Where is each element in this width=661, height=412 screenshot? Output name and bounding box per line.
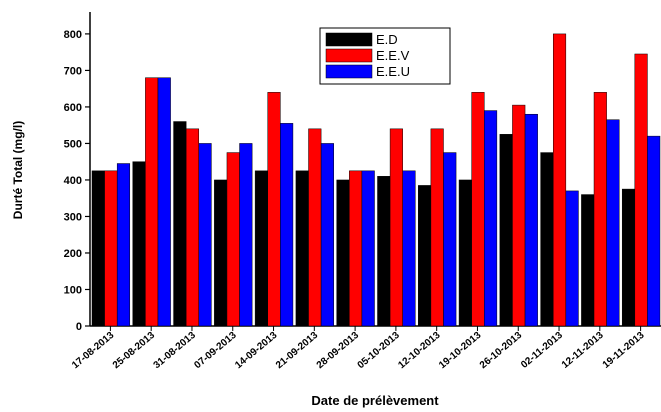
x-tick-label: 26-10-2013 — [478, 330, 525, 372]
y-tick-label: 700 — [64, 65, 82, 77]
x-tick-label: 02-11-2013 — [519, 330, 565, 371]
bar — [157, 77, 171, 327]
legend-label: E.E.U — [376, 64, 410, 79]
y-tick-label: 600 — [64, 102, 82, 114]
x-axis-title: Date de prélèvement — [311, 393, 439, 408]
bar — [540, 152, 554, 327]
x-tick-label: 05-10-2013 — [356, 330, 403, 372]
bar — [430, 128, 444, 327]
bar — [295, 170, 309, 327]
x-tick-label: 21-09-2013 — [274, 330, 321, 372]
bar — [267, 92, 281, 327]
bar — [91, 170, 105, 327]
y-tick-label: 100 — [64, 284, 82, 296]
y-tick-label: 200 — [64, 248, 82, 260]
bar — [173, 121, 187, 327]
bar — [104, 170, 118, 327]
x-tick-label: 28-09-2013 — [315, 330, 362, 372]
bar — [606, 119, 620, 327]
bar — [132, 161, 146, 327]
x-tick-label: 19-11-2013 — [601, 330, 647, 371]
x-tick-label: 12-10-2013 — [396, 330, 443, 372]
bar — [214, 179, 228, 327]
bar — [145, 77, 159, 327]
legend-label: E.E.V — [376, 48, 410, 63]
legend-swatch — [325, 64, 373, 79]
bar — [593, 92, 607, 327]
bar — [512, 104, 526, 327]
bar — [280, 123, 294, 327]
bar — [308, 128, 322, 327]
bar — [239, 143, 253, 327]
x-tick-label: 25-08-2013 — [111, 330, 158, 372]
bar — [524, 113, 538, 327]
bar — [320, 143, 334, 327]
x-tick-label: 31-08-2013 — [152, 330, 199, 372]
bar — [634, 53, 648, 327]
y-tick-label: 0 — [76, 321, 82, 333]
bar — [389, 128, 403, 327]
bar — [565, 190, 579, 327]
y-tick-label: 800 — [64, 29, 82, 41]
bar — [418, 185, 432, 327]
bar — [254, 170, 268, 327]
bar — [443, 152, 457, 327]
bar — [484, 110, 498, 327]
bar — [116, 163, 131, 327]
bar — [361, 170, 375, 327]
legend: E.DE.E.VE.E.U — [319, 27, 451, 85]
x-tick-label: 17-08-2013 — [70, 330, 117, 372]
x-tick-label: 07-09-2013 — [192, 330, 239, 372]
bar — [647, 135, 661, 327]
bar — [377, 176, 391, 327]
x-tick-label: 14-09-2013 — [233, 330, 280, 372]
bar — [198, 143, 212, 327]
bar — [621, 188, 636, 327]
legend-swatch — [325, 48, 373, 63]
bar — [458, 179, 472, 327]
y-tick-label: 400 — [64, 175, 82, 187]
y-axis-title: Durté Total (mg/l) — [11, 121, 25, 219]
bar — [185, 128, 200, 327]
y-tick-label: 300 — [64, 211, 82, 223]
bar — [499, 134, 513, 327]
bar — [552, 33, 567, 327]
bar — [581, 194, 595, 327]
bar — [336, 179, 350, 327]
bar — [471, 92, 485, 327]
legend-swatch — [325, 32, 373, 47]
bar — [402, 170, 416, 327]
x-tick-label: 19-10-2013 — [437, 330, 484, 372]
legend-label: E.D — [376, 32, 398, 47]
bar — [226, 152, 240, 327]
bar — [349, 170, 363, 327]
x-tick-label: 12-11-2013 — [560, 330, 606, 371]
y-tick-label: 500 — [64, 138, 82, 150]
